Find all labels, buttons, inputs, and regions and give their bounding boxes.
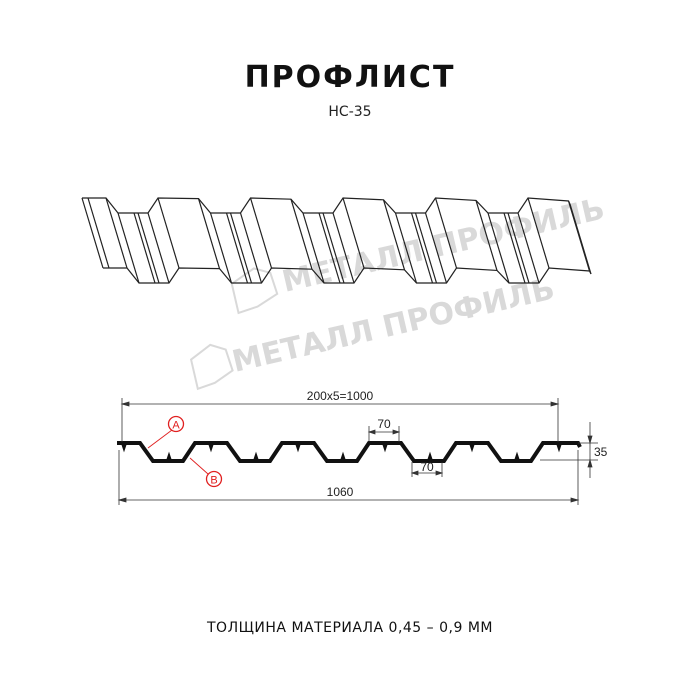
- pitch-dimension-label: 200x5=1000: [307, 389, 374, 403]
- svg-text:МЕТАЛЛ ПРОФИЛЬ: МЕТАЛЛ ПРОФИЛЬ: [229, 272, 558, 380]
- sheet-fold-line: [410, 212, 434, 284]
- sheet-fold-line: [209, 212, 233, 284]
- sheet-fold-line: [239, 212, 263, 284]
- sheet-fold-line: [382, 199, 406, 270]
- bottom-flat-dimension-label: 70: [420, 460, 434, 474]
- total-width-dimension-label: 1060: [327, 485, 354, 499]
- page-title: ПРОФЛИСТ: [244, 60, 456, 95]
- sheet-fold-line: [394, 212, 418, 284]
- watermark-lower: МЕТАЛЛ ПРОФИЛЬ: [189, 272, 558, 391]
- sheet-fold-line: [290, 199, 313, 270]
- sheet-fold-line: [197, 198, 221, 269]
- dimension-lines: [117, 398, 598, 505]
- marker-b-label: B: [210, 475, 217, 487]
- sheet-fold-line: [133, 212, 156, 284]
- marker-a: A: [147, 415, 185, 449]
- sheet-fold-line: [332, 212, 355, 284]
- sheet-top-edge: [82, 197, 571, 214]
- marker-a-label: A: [172, 420, 180, 432]
- sheet-fold-line: [117, 212, 140, 284]
- profile-model: НС-35: [328, 104, 372, 120]
- sheet-fold-line: [302, 212, 325, 284]
- sheet-fold-line: [475, 200, 498, 271]
- sheet-fold-line: [342, 197, 365, 269]
- sheet-fold-line: [424, 212, 448, 284]
- sheet-fold-line: [517, 212, 540, 284]
- sheet-fold-line: [434, 197, 458, 269]
- sheet-fold-line: [487, 212, 510, 284]
- sheet-stiffener-line: [414, 212, 438, 284]
- cross-section: [117, 441, 582, 463]
- marker-b: B: [189, 457, 223, 488]
- sheet-stiffener-line: [322, 212, 345, 284]
- sheet-fold-line: [225, 212, 249, 284]
- sheet-fold-line: [503, 212, 526, 284]
- sheet-stiffener-line: [507, 212, 530, 284]
- height-dimension-label: 35: [594, 445, 608, 459]
- sheet-fold-line: [569, 203, 592, 275]
- material-thickness: ТОЛЩИНА МАТЕРИАЛА 0,45 – 0,9 ММ: [207, 620, 493, 636]
- sheet-perspective-view: [81, 197, 592, 284]
- sheet-fold-line: [105, 197, 128, 269]
- sheet-stiffener-line: [137, 212, 160, 284]
- sheet-fold-line: [157, 197, 180, 269]
- sheet-fold-line: [147, 212, 170, 284]
- sheet-fold-line: [527, 197, 550, 269]
- sheet-stiffener-line: [229, 212, 253, 284]
- sheet-fold-line: [318, 212, 341, 284]
- sheet-fold-line: [249, 197, 273, 269]
- profile-section-line: [117, 441, 582, 463]
- sheet-fold-line: [81, 197, 104, 269]
- sheet-fold-line: [87, 197, 110, 269]
- top-flat-dimension-label: 70: [377, 417, 391, 431]
